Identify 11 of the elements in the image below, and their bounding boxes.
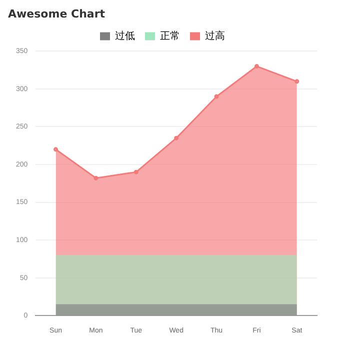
- legend-label: 正常: [160, 30, 180, 42]
- legend-label: 过低: [115, 30, 135, 42]
- point: [54, 147, 58, 152]
- chart-title: Awesome Chart: [8, 7, 106, 20]
- point: [294, 79, 300, 84]
- point: [254, 64, 259, 69]
- point: [214, 94, 219, 99]
- point: [94, 176, 98, 180]
- point: [174, 136, 179, 140]
- point: [134, 170, 138, 174]
- legend-label: 过高: [205, 30, 225, 42]
